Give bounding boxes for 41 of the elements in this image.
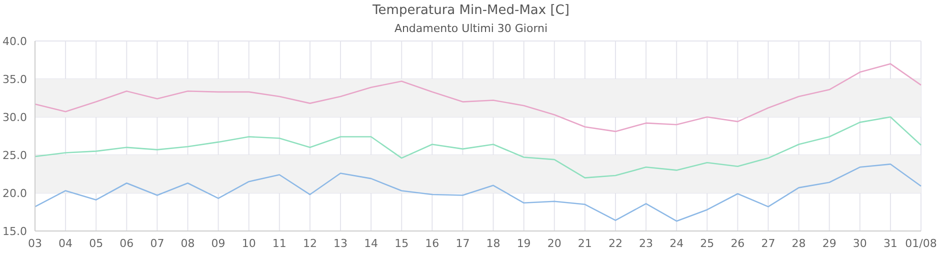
y-tick-label: 30.0 — [2, 110, 27, 124]
x-tick-label: 13 — [334, 236, 348, 250]
x-tick-label: 24 — [670, 236, 684, 250]
line-series — [34, 116, 922, 178]
chart-subtitle: Andamento Ultimi 30 Giorni — [393, 22, 549, 35]
y-tick-label: 25.0 — [2, 148, 27, 162]
line-series — [34, 163, 922, 222]
line-series — [34, 63, 922, 132]
x-tick-label: 25 — [700, 236, 714, 250]
x-tick-label: 17 — [456, 236, 470, 250]
x-tick-label: 01/08 — [905, 236, 937, 250]
y-tick-label: 35.0 — [2, 72, 27, 86]
x-tick-label: 04 — [58, 236, 73, 250]
x-tick-label: 20 — [547, 236, 562, 250]
x-tick-label: 05 — [89, 236, 104, 250]
y-tick-label: 15.0 — [2, 224, 27, 238]
x-tick-label: 03 — [28, 236, 42, 250]
x-tick-label: 12 — [302, 236, 317, 250]
x-tick-label: 23 — [639, 236, 654, 250]
x-tick-label: 10 — [242, 236, 256, 250]
x-tick-label: 18 — [486, 236, 500, 250]
x-tick-label: 30 — [852, 236, 867, 250]
x-tick-label: 07 — [150, 236, 164, 250]
x-tick-label: 28 — [792, 236, 806, 250]
x-tick-label: 22 — [608, 236, 622, 250]
x-tick-label: 06 — [120, 236, 134, 250]
x-tick-label: 09 — [211, 236, 226, 250]
chart-title: Temperatura Min-Med-Max [C] — [372, 3, 570, 18]
x-tick-label: 14 — [364, 236, 378, 250]
x-tick-label: 26 — [730, 236, 745, 250]
x-tick-label: 21 — [578, 236, 592, 250]
x-tick-label: 16 — [425, 236, 440, 250]
x-tick-label: 08 — [180, 236, 195, 250]
x-tick-label: 19 — [516, 236, 531, 250]
x-tick-label: 27 — [761, 236, 776, 250]
x-tick-label: 11 — [272, 236, 286, 250]
y-tick-label: 20.0 — [2, 186, 27, 200]
x-tick-label: 31 — [883, 236, 898, 250]
x-tick-label: 15 — [394, 236, 409, 250]
x-tick-label: 29 — [822, 236, 836, 250]
y-tick-label: 40.0 — [2, 34, 27, 48]
